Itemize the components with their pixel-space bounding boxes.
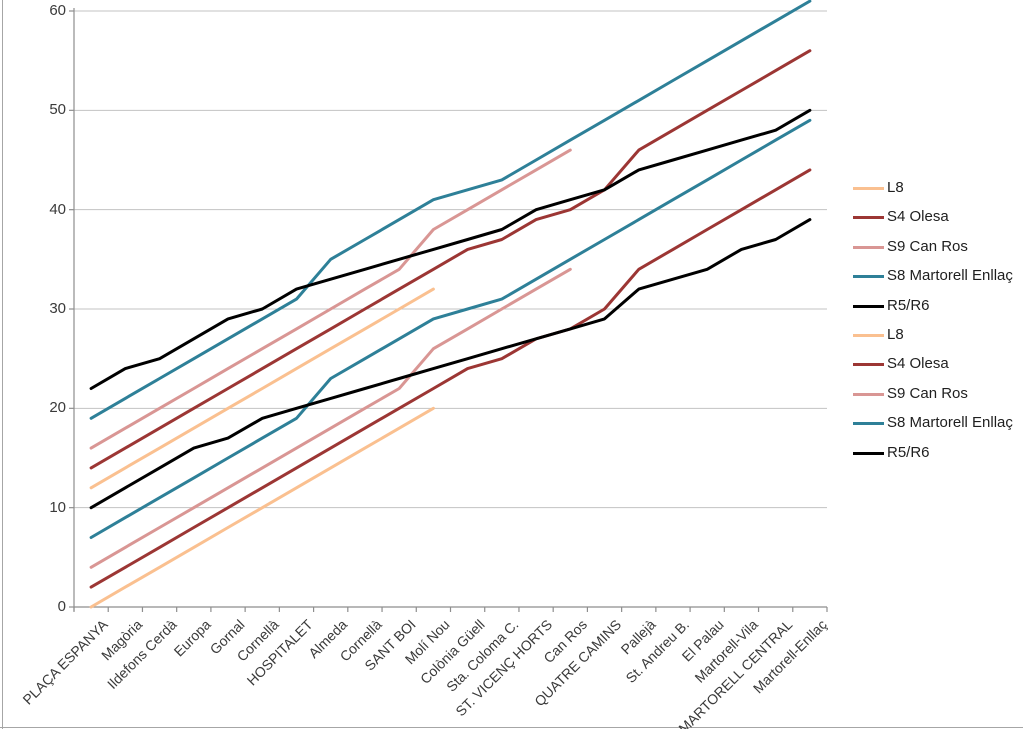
legend-label: S9 Can Ros: [887, 237, 968, 255]
y-axis-label-30: 30: [49, 300, 66, 317]
y-axis-label-20: 20: [49, 399, 66, 417]
y-axis-label-40: 40: [49, 200, 66, 218]
series-line-5-l8: [89, 287, 435, 490]
series-line-1-s4-olesa: [89, 168, 812, 589]
series-line-7-s9-can-ros: [89, 148, 572, 450]
legend-label: S8 Martorell Enllaç: [887, 267, 1013, 285]
series-line-3-s8-martorell-enlla-: [89, 118, 812, 539]
series-line-8-s8-martorell-enlla-: [89, 0, 812, 420]
legend-swatch-line-icon: [853, 451, 884, 455]
legend-label: R5/R6: [887, 296, 930, 314]
series-line-4-r5-r6: [89, 218, 812, 510]
series-line-2-s9-can-ros: [89, 267, 572, 569]
series-line-9-r5-r6: [89, 108, 812, 390]
legend-label: L8: [887, 326, 904, 343]
legend-swatch-line-icon: [853, 245, 884, 249]
legend-swatch-line-icon: [853, 422, 884, 426]
legend-label: S9 Can Ros: [887, 384, 968, 402]
y-axis-label-60: 60: [49, 2, 66, 19]
legend-label: S4 Olesa: [887, 208, 949, 226]
legend-swatch-line-icon: [853, 334, 884, 337]
chart-area-left-border: [2, 0, 3, 729]
legend-label: R5/R6: [887, 443, 930, 461]
legend-label: L8: [887, 179, 904, 196]
y-axis-label-10: 10: [49, 498, 66, 516]
y-axis-label-50: 50: [49, 101, 66, 119]
legend-swatch-line-icon: [853, 275, 884, 279]
legend-swatch-line-icon: [853, 363, 884, 367]
series-line-6-s4-olesa: [89, 49, 812, 470]
series-line-0-l8: [89, 406, 435, 609]
legend-label: S4 Olesa: [887, 355, 949, 373]
chart-area-bottom-border: [0, 727, 1023, 728]
legend-swatch-line-icon: [853, 187, 884, 190]
legend-swatch-line-icon: [853, 304, 884, 308]
y-axis-label-0: 0: [57, 598, 66, 615]
legend-swatch-line-icon: [853, 392, 884, 396]
legend-swatch-line-icon: [853, 216, 884, 220]
legend-label: S8 Martorell Enllaç: [887, 414, 1013, 432]
